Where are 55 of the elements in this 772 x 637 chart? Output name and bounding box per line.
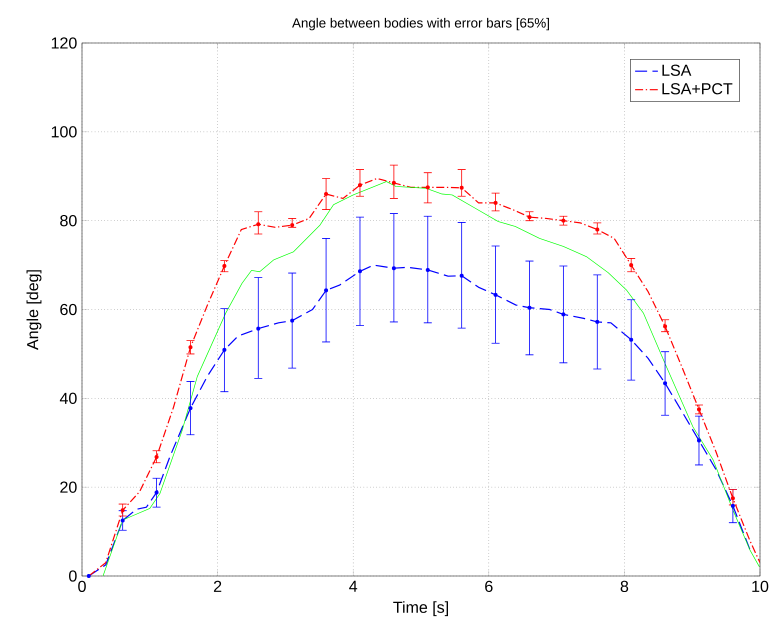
y-tick-label: 0	[69, 570, 77, 582]
point	[663, 381, 668, 386]
point	[256, 222, 260, 226]
point	[222, 348, 226, 352]
y-tick-label: 20	[60, 482, 77, 493]
point	[86, 574, 91, 578]
point	[460, 274, 464, 278]
y-tick-label: 60	[60, 304, 77, 316]
point	[256, 326, 260, 331]
legend-label: LSA	[662, 64, 692, 76]
point	[188, 406, 192, 410]
y-tick-label: 40	[60, 392, 77, 404]
point	[120, 508, 125, 512]
x-axis-title: Time [s]	[393, 601, 448, 616]
point	[290, 223, 294, 228]
point	[358, 269, 362, 274]
y-tick-label: 80	[60, 215, 77, 226]
point	[730, 496, 735, 500]
point	[696, 438, 701, 443]
point	[188, 345, 192, 350]
point	[663, 324, 668, 328]
legend-label: LSA+PCT	[662, 83, 732, 94]
y-tick-label: 100	[52, 126, 77, 138]
point	[561, 312, 566, 316]
point	[426, 185, 430, 190]
x-tick-label: 6	[485, 580, 493, 592]
x-tick-label: 10	[752, 580, 768, 592]
point	[561, 218, 566, 223]
point	[494, 200, 498, 205]
point	[595, 228, 600, 232]
point	[222, 264, 226, 268]
chart-title: Angle between bodies with error bars [65%]	[292, 18, 549, 30]
point	[460, 186, 464, 190]
point	[154, 490, 159, 494]
x-tick-label: 0	[78, 580, 86, 592]
point	[358, 183, 362, 188]
x-tick-label: 4	[349, 580, 358, 592]
point	[154, 454, 159, 459]
point	[629, 338, 634, 342]
y-tick-label: 120	[52, 37, 77, 49]
point	[730, 504, 735, 508]
x-tick-label: 8	[620, 580, 628, 592]
point	[392, 266, 396, 270]
x-tick-label: 2	[214, 580, 222, 592]
point	[290, 318, 294, 323]
point	[527, 215, 532, 220]
point	[595, 320, 600, 324]
point	[527, 306, 532, 310]
y-axis-title: Angle [deg]	[26, 270, 42, 350]
point	[494, 292, 498, 297]
point	[324, 288, 328, 292]
point	[426, 268, 430, 272]
point	[324, 192, 328, 196]
point	[392, 180, 396, 185]
point	[120, 518, 125, 522]
